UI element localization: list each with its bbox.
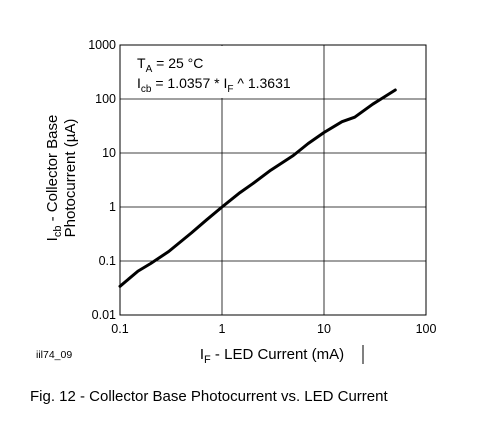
x-axis-title: IF - LED Current (mA) <box>200 346 344 366</box>
y-axis-title-line2: Photocurrent (µA) <box>62 119 79 238</box>
x-tick-label: 0.1 <box>111 322 128 336</box>
y-tick-label: 0.01 <box>92 308 116 322</box>
y-axis-title-line1: Icb - Collector Base <box>44 115 64 242</box>
y-tick-label: 10 <box>102 146 116 160</box>
figure-caption: Fig. 12 - Collector Base Photocurrent vs… <box>30 388 388 405</box>
y-tick-label: 1 <box>109 200 116 214</box>
y-tick-label: 1000 <box>88 38 116 52</box>
x-tick-label: 10 <box>317 322 331 336</box>
annotation-box <box>121 46 297 98</box>
y-tick-label: 0.1 <box>99 254 116 268</box>
plot-frame <box>119 44 427 316</box>
x-tick-label: 1 <box>219 322 226 336</box>
series-line <box>118 88 397 288</box>
y-tick-label: 100 <box>95 92 116 106</box>
figure-id: iil74_09 <box>36 349 72 361</box>
x-tick-label: 100 <box>416 322 437 336</box>
annotation-equation: Icb = 1.0357 * IF ^ 1.3631 <box>137 75 291 95</box>
annotation-temperature: TA = 25 °C <box>137 55 203 75</box>
series-group <box>118 88 397 288</box>
